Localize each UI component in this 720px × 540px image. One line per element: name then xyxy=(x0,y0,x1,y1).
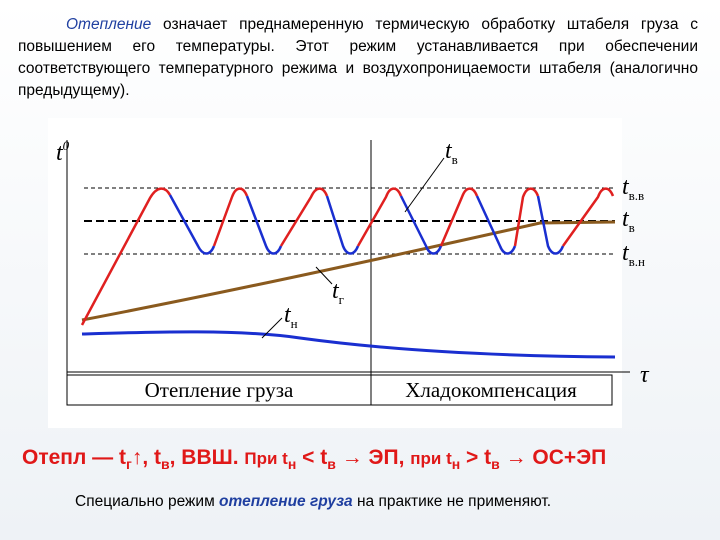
intro-text: означает преднамеренную термическую обра… xyxy=(18,16,698,99)
curve-tv-fall xyxy=(399,195,443,255)
intro: Отепление означает преднамеренную термич… xyxy=(18,14,698,102)
curve-tv-rise xyxy=(439,187,479,247)
y-label-sup: 0 xyxy=(63,138,70,153)
diagram-bg xyxy=(48,118,622,428)
footer-term: отепление груза xyxy=(219,493,353,510)
sub: н xyxy=(291,316,298,331)
leader xyxy=(404,157,445,213)
formula-part: При t xyxy=(244,449,288,468)
curve-tv-rise xyxy=(80,187,172,326)
level-vn-label: tв.н xyxy=(622,240,645,269)
level-vv-label: tв.в xyxy=(622,174,644,203)
curve-tv-fall xyxy=(168,194,216,255)
sub: в.в xyxy=(629,188,645,203)
formula-part: → ЭП, xyxy=(335,446,411,469)
curve-tv-rise xyxy=(513,187,540,247)
tv-label: tв xyxy=(445,138,458,167)
formula-sub: в xyxy=(327,456,336,473)
sub: г xyxy=(339,292,344,307)
curve-tv-rise xyxy=(279,187,329,247)
curve-tg xyxy=(81,220,616,322)
x-axis-label: τ xyxy=(640,362,650,388)
t: t xyxy=(445,138,453,164)
curve-tv-rise xyxy=(561,187,615,247)
t: t xyxy=(622,206,630,232)
sub: в.н xyxy=(629,254,645,269)
formula-part: при t xyxy=(410,449,452,468)
footer-text: Специально режим xyxy=(75,493,220,510)
footer: Специально режим отепление груза на прак… xyxy=(75,493,551,511)
t: t xyxy=(622,174,630,200)
tn-label: tн xyxy=(284,302,298,331)
curve-tv xyxy=(80,187,615,326)
leaders xyxy=(261,157,445,339)
formula-part: > t xyxy=(460,446,492,469)
phase-box xyxy=(66,374,613,406)
axes xyxy=(66,140,630,406)
curve-tv-fall xyxy=(475,195,517,255)
formula-part: , ВВШ. xyxy=(169,446,245,469)
phase-label: Отепление груза xyxy=(145,378,294,402)
formula-sub: в xyxy=(161,456,170,473)
curve-tn xyxy=(81,330,616,359)
formula-sub: г xyxy=(126,456,132,473)
formula-part: ↑, t xyxy=(131,446,162,469)
formula-sub: в xyxy=(491,456,500,473)
tg-label: tг xyxy=(332,278,344,307)
level-v-label: tв xyxy=(622,206,635,235)
curve-tv-fall xyxy=(245,195,283,255)
leader xyxy=(315,266,333,285)
formula-sub: н xyxy=(287,456,297,473)
y-axis-label: t0 xyxy=(56,138,70,166)
t: t xyxy=(332,278,340,304)
curve-tv-rise xyxy=(356,187,403,247)
curve-tv-rise xyxy=(212,187,249,247)
formula-part: < t xyxy=(296,446,328,469)
intro-term: Отепление xyxy=(66,16,152,33)
t: t xyxy=(622,240,630,266)
leader xyxy=(261,317,283,339)
curve-tv-fall xyxy=(325,195,360,255)
sub: в xyxy=(452,152,458,167)
sub: в xyxy=(629,220,635,235)
y-label-t: t xyxy=(56,140,64,166)
formula-part: → ОС+ЭП xyxy=(499,446,607,469)
footer-text: на практике не применяют. xyxy=(352,493,552,510)
t: t xyxy=(284,302,292,328)
formula-sub: н xyxy=(451,456,461,473)
formula-part: Отепл — t xyxy=(22,446,126,469)
formula: Отепл — tг↑, tв, ВВШ. При tн < tв → ЭП, … xyxy=(22,446,606,472)
curve-tv-fall xyxy=(536,195,565,255)
phase-label: Хладокомпенсация xyxy=(405,378,577,402)
